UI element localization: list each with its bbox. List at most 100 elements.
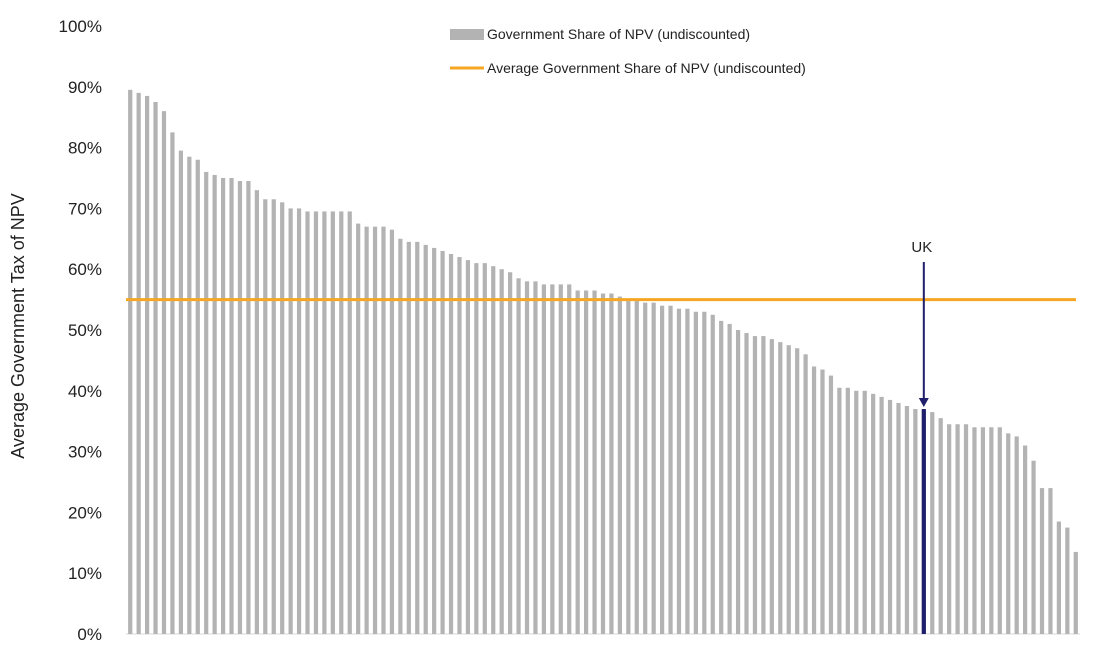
bar <box>1014 436 1019 634</box>
bar <box>769 339 774 634</box>
bar <box>600 293 606 634</box>
bar <box>778 342 783 634</box>
bar <box>423 244 428 634</box>
bar <box>541 284 547 634</box>
y-axis-label: Average Government Tax of NPV <box>8 193 28 458</box>
bar <box>634 299 639 634</box>
bar <box>229 178 234 634</box>
bar <box>187 156 192 634</box>
y-tick-label: 10% <box>68 564 102 583</box>
bar <box>482 263 487 634</box>
bar <box>339 211 344 634</box>
y-tick-label: 30% <box>68 443 102 462</box>
bar <box>727 323 732 634</box>
bar <box>381 226 386 634</box>
bar <box>989 427 994 634</box>
bar <box>558 284 563 634</box>
bar <box>195 159 200 634</box>
bar <box>1006 433 1011 634</box>
bar <box>136 92 141 634</box>
bar <box>752 336 758 634</box>
bar <box>246 181 251 635</box>
bar <box>271 199 276 634</box>
bar <box>280 202 285 634</box>
bar <box>795 348 800 634</box>
bar <box>372 226 378 634</box>
bar <box>153 102 158 634</box>
y-axis: 0% 10% 20% 30% 40% 50% 60% 70% 80% 90% 100% <box>59 17 1080 644</box>
y-tick-label: 40% <box>68 382 102 401</box>
bar <box>668 305 673 634</box>
highlight-group: UK <box>911 239 932 408</box>
bar <box>237 181 243 635</box>
bar <box>499 269 504 634</box>
bar <box>820 369 825 634</box>
bar <box>161 111 167 635</box>
bar <box>617 296 622 634</box>
bar <box>356 223 361 634</box>
bar <box>947 424 952 634</box>
bar <box>204 171 209 635</box>
bar <box>1048 488 1053 634</box>
bar <box>710 314 715 634</box>
bar <box>465 260 471 634</box>
bar <box>972 427 977 634</box>
bar <box>170 132 175 634</box>
bar <box>263 199 268 634</box>
bar <box>1031 460 1036 634</box>
bar <box>508 272 513 634</box>
bar <box>567 284 572 634</box>
y-tick-label: 70% <box>68 199 102 218</box>
bar <box>626 299 631 634</box>
y-tick-label: 60% <box>68 260 102 279</box>
y-tick-label: 80% <box>68 139 102 158</box>
bar <box>997 427 1002 634</box>
bar <box>448 254 454 634</box>
bar <box>457 257 462 634</box>
bar <box>592 290 597 634</box>
bar <box>254 190 259 634</box>
bar <box>786 345 791 634</box>
highlight-arrow-head <box>918 398 929 408</box>
bar <box>474 263 479 634</box>
bar <box>676 308 682 634</box>
bar <box>440 250 445 634</box>
bar <box>685 308 690 634</box>
bar <box>879 396 884 634</box>
bars <box>128 89 1078 635</box>
bar <box>693 311 698 634</box>
bar <box>389 229 395 634</box>
bar <box>364 226 369 634</box>
bar <box>811 366 817 634</box>
y-tick-label: 0% <box>77 625 102 644</box>
legend-label-average: Average Government Share of NPV (undisco… <box>487 60 806 76</box>
bar <box>322 211 327 634</box>
legend-swatch-series <box>450 29 484 40</box>
bar <box>963 424 969 634</box>
bar <box>955 424 960 634</box>
bar <box>913 409 918 634</box>
bar <box>296 208 302 634</box>
bar <box>145 95 150 635</box>
bar <box>761 336 766 634</box>
bar <box>904 406 910 634</box>
bar <box>178 150 183 634</box>
bar <box>288 208 293 634</box>
bar <box>212 174 217 634</box>
bar <box>735 330 741 634</box>
bar <box>854 390 859 634</box>
highlight-label: UK <box>911 239 932 256</box>
bar <box>524 281 530 634</box>
bar <box>803 354 808 634</box>
bar <box>313 211 319 634</box>
bar <box>659 305 665 634</box>
bar <box>651 302 656 634</box>
bar <box>643 302 648 634</box>
bar <box>1065 527 1070 634</box>
bar <box>347 211 352 634</box>
bar <box>744 333 749 634</box>
bar <box>432 247 437 635</box>
bar <box>828 375 834 634</box>
bar <box>1073 551 1078 634</box>
